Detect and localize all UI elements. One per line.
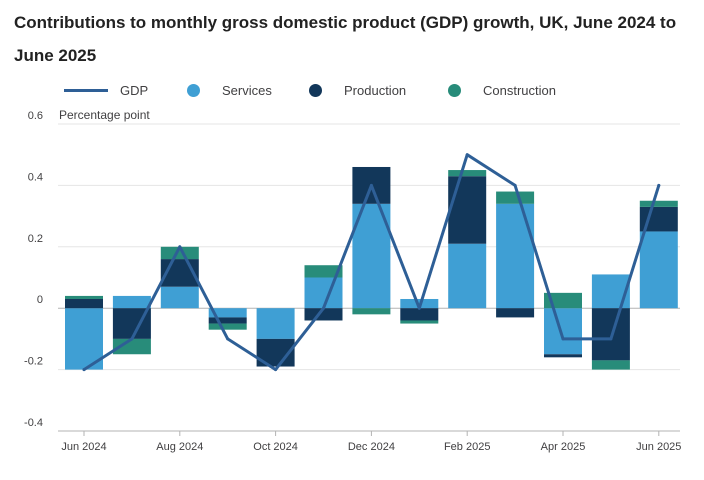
bar-production xyxy=(448,176,487,244)
bar-construction xyxy=(208,323,247,330)
bar-production xyxy=(496,308,535,318)
bar-construction xyxy=(160,246,199,260)
bar-production xyxy=(208,317,247,324)
point-gdp xyxy=(465,153,469,157)
y-tick-label: 0.2 xyxy=(28,233,43,245)
point-gdp xyxy=(369,183,373,187)
bar-services xyxy=(65,308,103,370)
point-gdp xyxy=(322,306,325,310)
legend-item-services[interactable]: Services xyxy=(187,80,272,100)
point-gdp xyxy=(82,368,86,372)
chart-title: Contributions to monthly gross domestic … xyxy=(14,13,677,65)
bar-construction xyxy=(496,191,535,204)
legend-label-services: Services xyxy=(222,82,272,98)
x-tick-label: Apr 2025 xyxy=(541,441,586,453)
bar-services xyxy=(208,308,247,318)
legend-item-production[interactable]: Production xyxy=(309,80,406,100)
bar-construction xyxy=(400,320,439,324)
bar-services xyxy=(112,295,151,309)
bar-services xyxy=(304,277,343,309)
bar-construction xyxy=(591,360,630,370)
point-gdp xyxy=(178,245,182,249)
point-gdp xyxy=(657,183,661,187)
point-gdp xyxy=(130,337,134,341)
legend-swatch-services xyxy=(187,83,200,97)
bar-services xyxy=(639,231,678,309)
y-axis-title: Percentage point xyxy=(59,108,150,122)
bar-production xyxy=(65,298,103,309)
x-tick-label: Jun 2024 xyxy=(61,441,106,453)
bar-construction xyxy=(112,338,151,355)
legend-swatch-production xyxy=(309,83,322,97)
point-gdp xyxy=(417,306,421,310)
point-gdp xyxy=(609,337,613,341)
point-gdp xyxy=(561,337,565,341)
x-tick-label: Aug 2024 xyxy=(156,441,203,453)
x-tick-label: Jun 2025 xyxy=(636,441,681,453)
y-tick-label: 0.6 xyxy=(28,110,43,122)
bar-construction xyxy=(304,265,343,278)
x-tick-label: Oct 2024 xyxy=(253,441,298,453)
bar-construction xyxy=(65,295,103,299)
point-gdp xyxy=(226,337,230,341)
bar-construction xyxy=(352,308,391,315)
legend-label-production: Production xyxy=(344,82,407,98)
chart-legend: GDP Services Production Construction xyxy=(0,80,704,100)
y-tick-label: -0.2 xyxy=(24,356,43,368)
bar-services xyxy=(160,286,199,309)
point-gdp xyxy=(274,368,278,372)
bar-services xyxy=(448,243,487,309)
legend-swatch-construction xyxy=(448,83,461,97)
legend-label-gdp: GDP xyxy=(120,82,149,98)
legend-label-construction: Construction xyxy=(483,82,556,98)
point-gdp xyxy=(513,183,517,187)
bar-services xyxy=(496,203,535,309)
x-tick-label: Dec 2024 xyxy=(348,441,395,453)
bar-production xyxy=(304,308,343,321)
bar-services xyxy=(256,308,295,339)
bar-production xyxy=(544,354,582,358)
bar-production xyxy=(400,308,439,321)
x-tick-label: Feb 2025 xyxy=(444,441,490,453)
y-tick-label: 0 xyxy=(37,294,43,306)
legend-item-gdp[interactable]: GDP xyxy=(64,80,148,100)
y-tick-label: -0.4 xyxy=(24,417,43,429)
bar-construction xyxy=(639,200,678,207)
legend-item-construction[interactable]: Construction xyxy=(448,80,556,100)
bar-services xyxy=(544,308,582,355)
bar-construction xyxy=(448,170,487,177)
y-tick-label: 0.4 xyxy=(28,171,43,183)
legend-swatch-gdp xyxy=(64,88,108,92)
